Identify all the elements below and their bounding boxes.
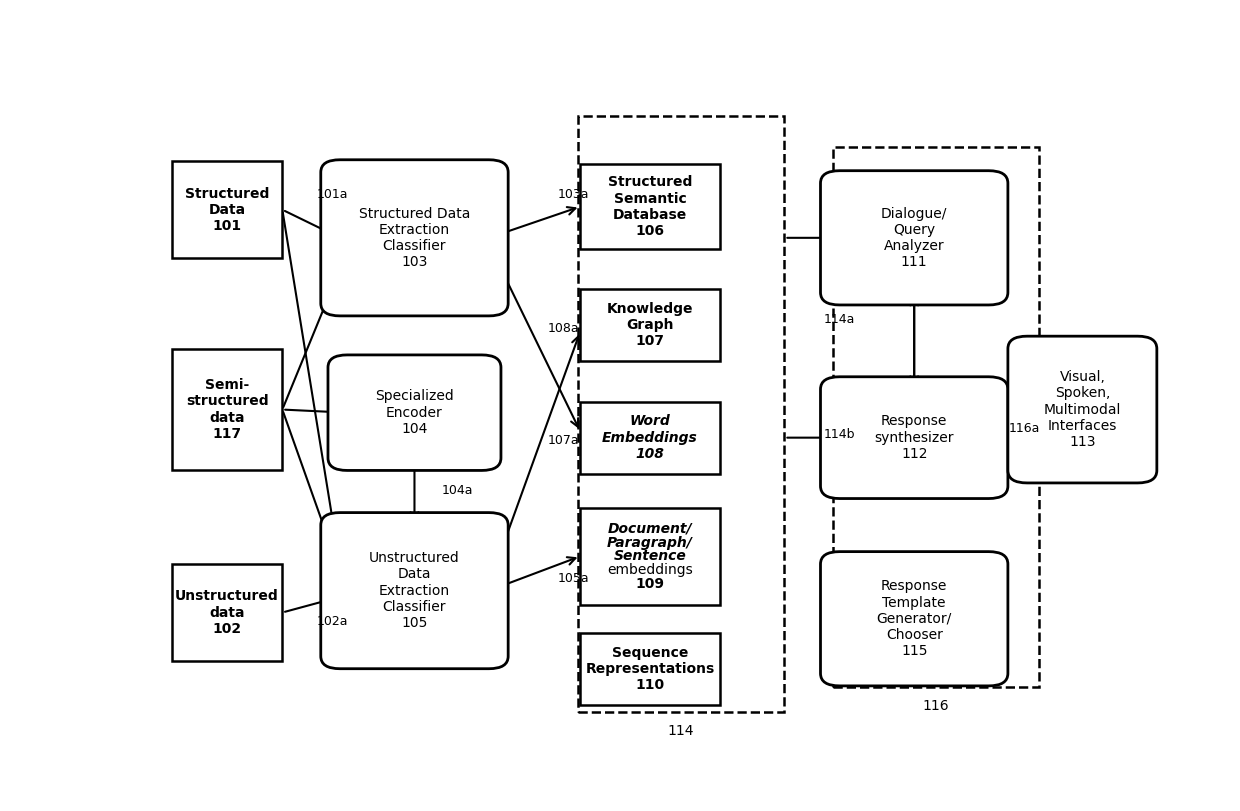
FancyBboxPatch shape bbox=[580, 633, 719, 705]
FancyBboxPatch shape bbox=[580, 508, 719, 605]
FancyBboxPatch shape bbox=[1008, 337, 1157, 483]
Text: Sentence: Sentence bbox=[614, 549, 686, 564]
Text: Paragraph/: Paragraph/ bbox=[606, 535, 693, 550]
Text: Visual,
Spoken,
Multimodal
Interfaces
113: Visual, Spoken, Multimodal Interfaces 11… bbox=[1044, 370, 1121, 449]
FancyBboxPatch shape bbox=[580, 165, 719, 249]
FancyBboxPatch shape bbox=[172, 349, 283, 470]
Text: 114a: 114a bbox=[823, 312, 854, 325]
Text: 114b: 114b bbox=[823, 428, 856, 441]
Text: Unstructured
Data
Extraction
Classifier
105: Unstructured Data Extraction Classifier … bbox=[370, 551, 460, 630]
Text: Dialogue/
Query
Analyzer
111: Dialogue/ Query Analyzer 111 bbox=[880, 207, 947, 269]
Text: 103a: 103a bbox=[557, 187, 589, 200]
Text: Semi-
structured
data
117: Semi- structured data 117 bbox=[186, 378, 268, 441]
Text: 105a: 105a bbox=[557, 572, 589, 585]
Text: Structured Data
Extraction
Classifier
103: Structured Data Extraction Classifier 10… bbox=[358, 207, 470, 269]
Text: embeddings: embeddings bbox=[608, 563, 693, 577]
Text: 116: 116 bbox=[923, 699, 949, 713]
Text: 114: 114 bbox=[668, 723, 694, 738]
Text: Response
Template
Generator/
Chooser
115: Response Template Generator/ Chooser 115 bbox=[877, 579, 952, 659]
Text: Knowledge
Graph
107: Knowledge Graph 107 bbox=[606, 302, 693, 349]
Text: 108a: 108a bbox=[548, 322, 579, 335]
FancyBboxPatch shape bbox=[321, 160, 508, 316]
Text: Response
synthesizer
112: Response synthesizer 112 bbox=[874, 414, 954, 461]
FancyBboxPatch shape bbox=[172, 564, 283, 661]
Text: Structured
Data
101: Structured Data 101 bbox=[185, 187, 269, 233]
FancyBboxPatch shape bbox=[580, 401, 719, 474]
FancyBboxPatch shape bbox=[580, 290, 719, 361]
FancyBboxPatch shape bbox=[327, 355, 501, 470]
Text: 102a: 102a bbox=[317, 616, 348, 629]
FancyBboxPatch shape bbox=[821, 377, 1008, 499]
Text: Sequence
Representations
110: Sequence Representations 110 bbox=[585, 646, 714, 692]
Text: 107a: 107a bbox=[548, 434, 579, 448]
Text: Unstructured
data
102: Unstructured data 102 bbox=[175, 590, 279, 636]
FancyBboxPatch shape bbox=[172, 161, 283, 258]
Text: Specialized
Encoder
104: Specialized Encoder 104 bbox=[374, 389, 454, 436]
FancyBboxPatch shape bbox=[321, 513, 508, 669]
FancyBboxPatch shape bbox=[821, 170, 1008, 305]
Text: 101a: 101a bbox=[317, 187, 348, 200]
FancyBboxPatch shape bbox=[821, 551, 1008, 686]
Text: 104a: 104a bbox=[441, 484, 474, 497]
Text: Document/: Document/ bbox=[608, 521, 692, 536]
Text: 116a: 116a bbox=[1009, 422, 1040, 435]
Text: 109: 109 bbox=[635, 577, 665, 590]
Text: Structured
Semantic
Database
106: Structured Semantic Database 106 bbox=[608, 175, 692, 238]
Text: Word
Embeddings
108: Word Embeddings 108 bbox=[603, 414, 698, 461]
